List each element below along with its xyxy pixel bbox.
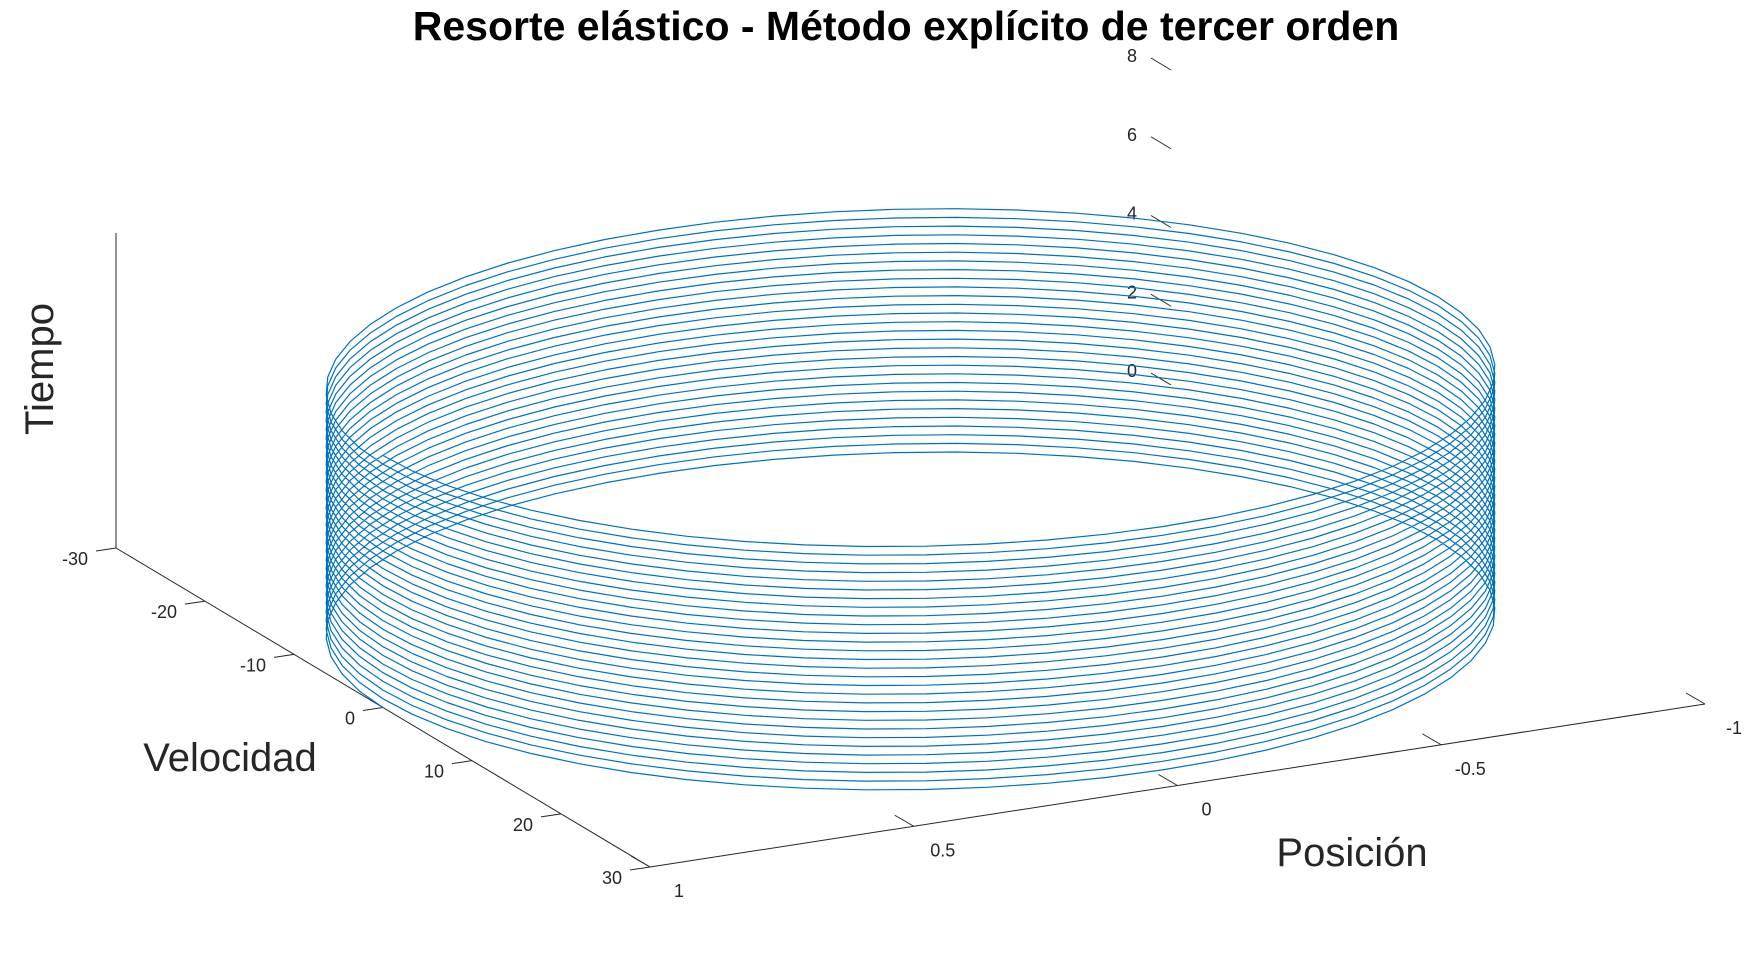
- x-tick-label: 0: [1201, 800, 1211, 820]
- y-tick-label: 30: [602, 868, 622, 888]
- y-tick-label: 10: [424, 762, 444, 782]
- helix-series-line: [325, 208, 1496, 791]
- z-tick-label: 4: [1127, 204, 1137, 224]
- y-tick-label: 0: [345, 709, 355, 729]
- z-tick-label: 6: [1127, 125, 1137, 145]
- z-tick-label: 2: [1127, 282, 1137, 302]
- y-axis-label: Velocidad: [143, 736, 316, 780]
- y-tick-mark: [95, 547, 117, 552]
- x-tick-mark: [1158, 774, 1178, 786]
- x-tick-label: -0.5: [1455, 759, 1486, 779]
- y-tick-mark: [273, 653, 295, 658]
- x-tick-mark: [630, 855, 651, 868]
- x-tick-label: -1: [1726, 718, 1742, 738]
- y-tick-mark: [184, 600, 206, 605]
- y-tick-mark: [451, 760, 473, 765]
- y-tick-mark: [629, 866, 651, 871]
- z-tick-mark: [1150, 293, 1172, 307]
- z-tick-mark: [1150, 57, 1172, 71]
- y-tick-mark: [540, 813, 562, 818]
- x-tick-label: 0.5: [930, 840, 955, 860]
- ticks-group: -1 -0.5 0 0.5 1 -30 -20 -10 0 10 20 30 0 2 4 6 8: [62, 46, 1742, 901]
- z-tick-label: 8: [1127, 46, 1137, 66]
- y-tick-label: -30: [62, 549, 88, 569]
- x-tick-label: 1: [674, 881, 684, 901]
- y-tick-mark: [362, 707, 384, 711]
- z-tick-label: 0: [1127, 361, 1137, 381]
- chart-title: Resorte elástico - Método explícito de t…: [413, 3, 1400, 49]
- z-tick-mark: [1150, 372, 1172, 386]
- x-axis-label: Posición: [1276, 831, 1427, 875]
- x-tick-mark: [894, 814, 915, 827]
- z-axis-label: Tiempo: [18, 303, 62, 435]
- x-tick-mark: [1685, 692, 1706, 705]
- z-tick-mark: [1150, 136, 1172, 150]
- y-tick-label: -20: [151, 602, 177, 622]
- y-tick-label: 20: [513, 815, 533, 835]
- x-tick-mark: [1421, 733, 1442, 746]
- y-tick-label: -10: [240, 655, 266, 675]
- helix-curve-group: [325, 208, 1496, 791]
